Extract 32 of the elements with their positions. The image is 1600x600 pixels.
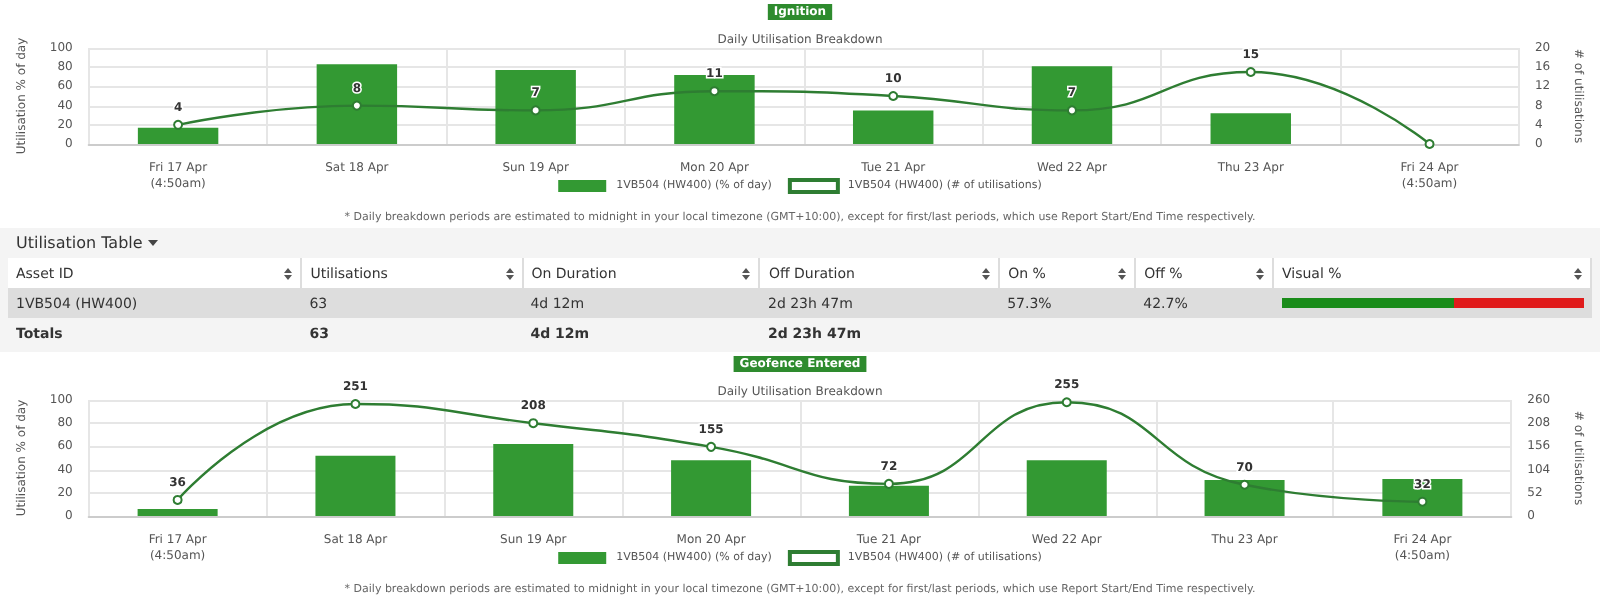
bar (1204, 480, 1285, 516)
point (1424, 139, 1435, 149)
bar (1382, 478, 1463, 516)
text: Utilisation Table (16, 234, 143, 252)
point (351, 100, 362, 111)
point (883, 478, 894, 489)
point (173, 119, 184, 130)
bar (1210, 113, 1291, 144)
bar (137, 509, 218, 516)
point (1066, 105, 1077, 116)
bar (493, 444, 574, 516)
point (530, 105, 541, 116)
bar (852, 110, 934, 144)
bar (137, 127, 219, 144)
bar (495, 70, 576, 144)
point (1245, 67, 1256, 77)
point (1061, 397, 1072, 408)
bar (848, 485, 929, 516)
bar (1026, 460, 1107, 516)
bar (316, 64, 398, 144)
point (1417, 496, 1428, 507)
bar (671, 460, 752, 516)
point (350, 399, 361, 410)
point (1239, 479, 1250, 490)
bar (1031, 66, 1113, 144)
bar (315, 455, 396, 516)
point (706, 441, 717, 452)
point (172, 494, 183, 505)
point (709, 86, 720, 97)
bar (674, 74, 755, 144)
point (528, 418, 539, 429)
point (888, 91, 899, 101)
